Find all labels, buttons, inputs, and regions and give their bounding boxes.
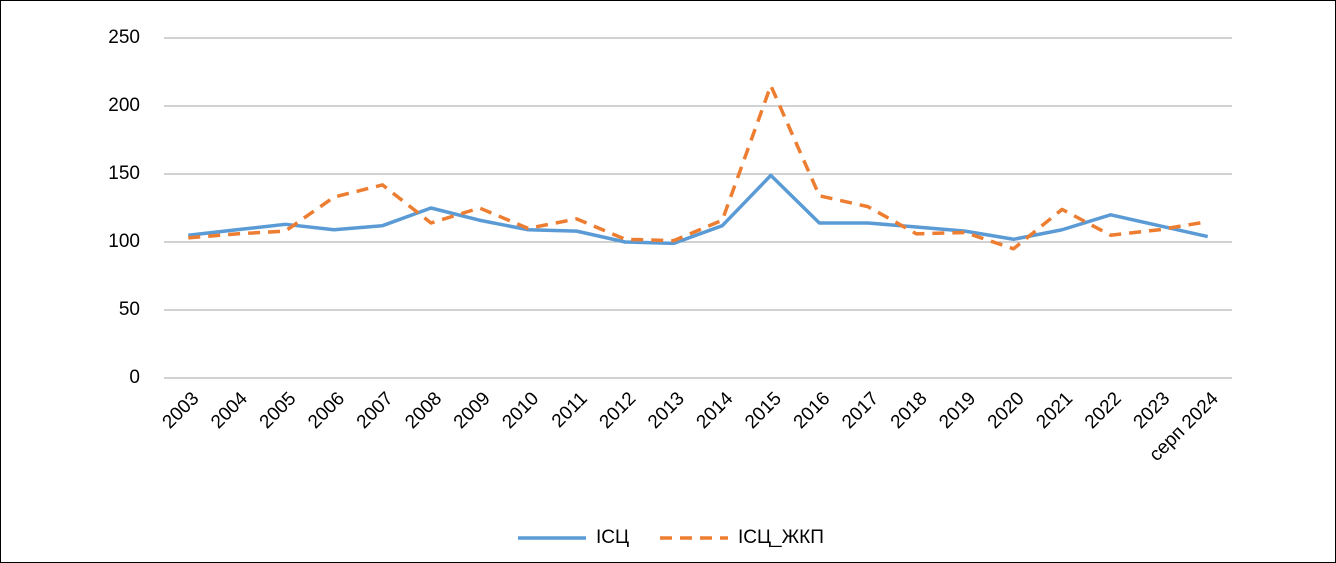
series-line <box>188 173 1209 246</box>
legend-label: ІСЦ_ЖКП <box>738 527 824 548</box>
series-line <box>188 83 1209 251</box>
y-tick-label: 200 <box>108 95 140 116</box>
y-tick-label: 250 <box>108 27 140 48</box>
y-tick-label: 100 <box>108 231 140 252</box>
legend-label: ІСЦ <box>596 527 629 548</box>
y-tick-label: 50 <box>119 299 140 320</box>
y-tick-label: 0 <box>129 367 140 388</box>
y-tick-label: 150 <box>108 163 140 184</box>
